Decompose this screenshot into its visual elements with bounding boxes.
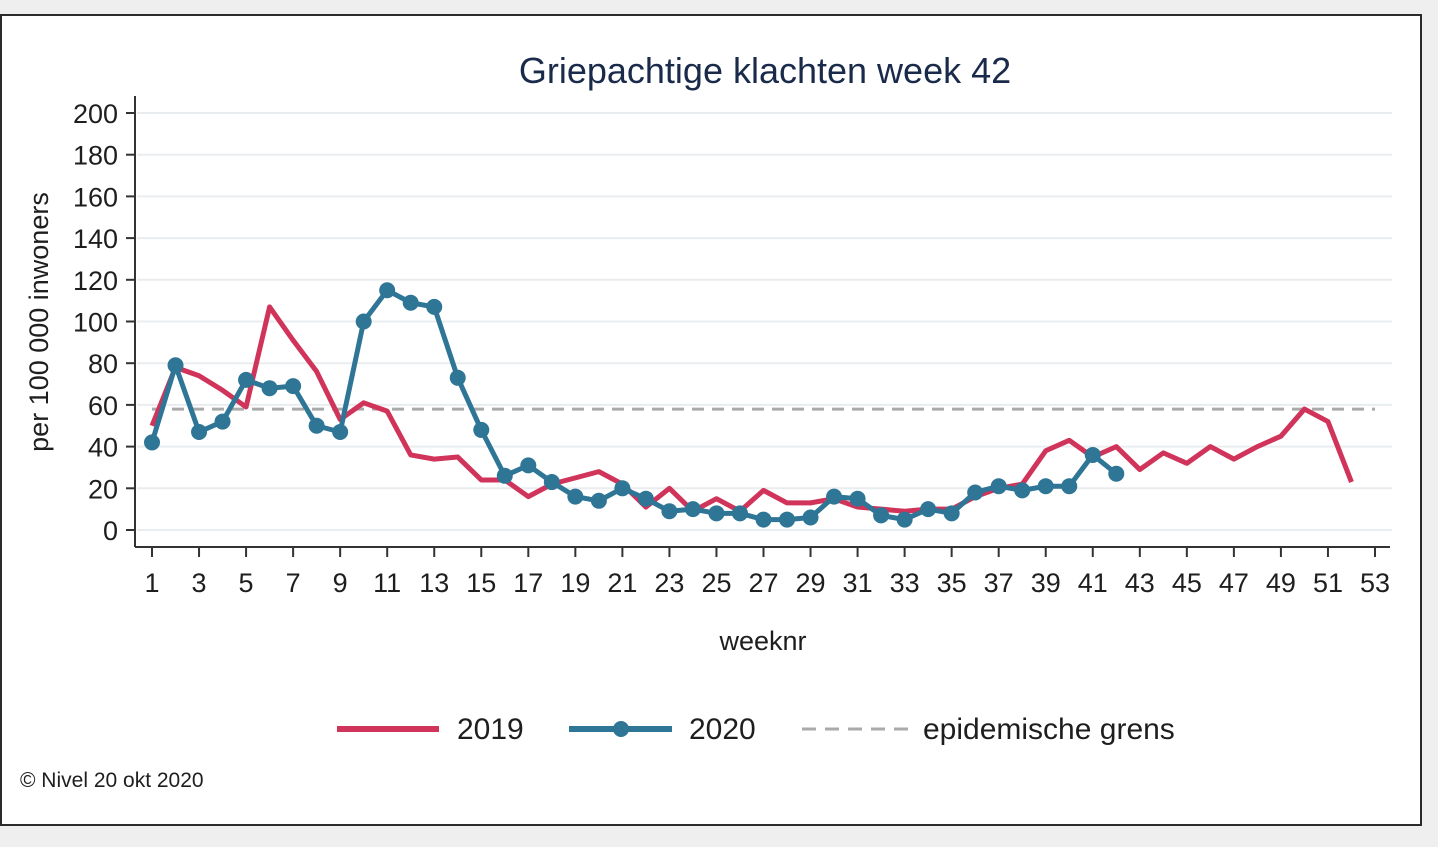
x-tick-label: 37	[984, 568, 1014, 598]
x-tick-label: 19	[560, 568, 590, 598]
point-2020-week-35	[943, 505, 960, 522]
legend-marker-2020	[613, 721, 629, 737]
y-tick-label: 120	[73, 266, 118, 296]
series-layer	[144, 282, 1354, 528]
point-2020-week-21	[614, 480, 631, 497]
series-2020	[144, 282, 1125, 528]
y-tick-label: 0	[103, 516, 118, 546]
x-tick-label: 33	[890, 568, 920, 598]
x-tick-label: 35	[937, 568, 967, 598]
x-tick-label: 7	[286, 568, 301, 598]
point-2020-week-18	[543, 474, 560, 491]
point-2020-week-16	[496, 467, 513, 484]
x-tick-label: 5	[239, 568, 254, 598]
x-tick-label: 27	[748, 568, 778, 598]
point-2020-week-10	[355, 313, 372, 330]
point-2020-week-27	[755, 511, 772, 528]
point-2020-week-31	[849, 490, 866, 507]
x-tick-label: 13	[419, 568, 449, 598]
legend-label-2020: 2020	[689, 713, 756, 746]
point-2020-week-19	[567, 488, 584, 505]
point-2020-week-36	[967, 484, 984, 501]
x-tick-label: 41	[1078, 568, 1108, 598]
point-2020-week-30	[826, 488, 843, 505]
point-2020-week-37	[990, 478, 1007, 495]
y-tick-label: 80	[88, 349, 118, 379]
y-tick-label: 140	[73, 224, 118, 254]
gridlines	[137, 112, 1392, 531]
x-tick-label: 25	[701, 568, 731, 598]
point-2020-week-13	[426, 298, 443, 315]
point-2020-week-33	[896, 511, 913, 528]
point-2020-week-34	[920, 501, 937, 518]
x-tick-label: 3	[192, 568, 207, 598]
point-2020-week-28	[779, 511, 796, 528]
point-2020-week-38	[1014, 482, 1031, 499]
point-2020-week-20	[590, 492, 607, 509]
point-2020-week-25	[708, 505, 725, 522]
x-tick-label: 49	[1266, 568, 1296, 598]
point-2020-week-6	[261, 380, 278, 397]
y-tick-label: 40	[88, 433, 118, 463]
x-ticks: 1 3 5 7 9 11 13 15 17 19 21 23 25 27 29 31 33 35 37 39 41 43 4…	[144, 547, 1390, 598]
point-2020-week-40	[1061, 478, 1078, 495]
y-tick-label: 180	[73, 141, 118, 171]
x-tick-label: 21	[607, 568, 637, 598]
point-2020-week-23	[661, 503, 678, 520]
x-tick-label: 11	[373, 568, 401, 598]
point-2020-week-24	[684, 501, 701, 518]
y-tick-label: 60	[88, 391, 118, 421]
x-tick-label: 29	[796, 568, 826, 598]
point-2020-week-8	[308, 417, 325, 434]
x-tick-label: 23	[654, 568, 684, 598]
x-tick-label: 51	[1313, 568, 1343, 598]
y-axis-title: per 100 000 inwoners	[24, 192, 54, 452]
legend: 2019 2020 epidemische grens	[337, 713, 1175, 746]
x-tick-label: 9	[333, 568, 348, 598]
point-2020-week-22	[637, 490, 654, 507]
x-tick-label: 53	[1360, 568, 1390, 598]
point-2020-week-17	[520, 457, 537, 474]
chart-frame: Griepachtige klachten week 42 0 20 40 60 80 1…	[0, 14, 1422, 826]
point-2020-week-1	[144, 434, 160, 451]
credit-text: © Nivel 20 okt 2020	[20, 769, 204, 792]
y-ticks: 0 20 40 60 80 100 120 140 160 180 200	[73, 99, 135, 546]
y-tick-label: 200	[73, 99, 118, 129]
point-2020-week-3	[191, 424, 208, 441]
y-tick-label: 160	[73, 182, 118, 212]
point-2020-week-12	[402, 294, 419, 311]
x-tick-label: 15	[466, 568, 496, 598]
y-tick-label: 100	[73, 308, 118, 338]
x-tick-label: 43	[1125, 568, 1155, 598]
legend-label-threshold: epidemische grens	[923, 713, 1175, 746]
chart-svg: Griepachtige klachten week 42 0 20 40 60 80 1…	[20, 50, 1392, 792]
x-tick-label: 39	[1031, 568, 1061, 598]
chart-title: Griepachtige klachten week 42	[519, 50, 1011, 91]
x-tick-label: 47	[1219, 568, 1249, 598]
point-2020-week-5	[238, 371, 255, 388]
point-2020-week-41	[1084, 446, 1101, 463]
point-2020-week-4	[214, 413, 231, 430]
x-tick-label: 1	[144, 568, 159, 598]
point-2020-week-26	[731, 505, 748, 522]
x-tick-label: 45	[1172, 568, 1202, 598]
point-2020-week-15	[473, 421, 490, 438]
point-2020-week-2	[167, 357, 184, 374]
series-2019	[149, 304, 1354, 514]
point-2020-week-9	[332, 424, 349, 441]
point-2020-week-7	[285, 378, 302, 395]
point-2020-week-29	[802, 509, 819, 526]
series-line-2019	[149, 304, 1354, 514]
point-2020-week-42	[1108, 465, 1125, 482]
y-tick-label: 20	[88, 474, 118, 504]
legend-label-2019: 2019	[457, 713, 524, 746]
x-axis-title: weeknr	[718, 626, 806, 656]
point-2020-week-11	[379, 282, 396, 299]
x-tick-label: 17	[513, 568, 543, 598]
x-tick-label: 31	[843, 568, 873, 598]
point-2020-week-14	[449, 369, 466, 386]
point-2020-week-32	[873, 507, 890, 524]
point-2020-week-39	[1037, 478, 1054, 495]
